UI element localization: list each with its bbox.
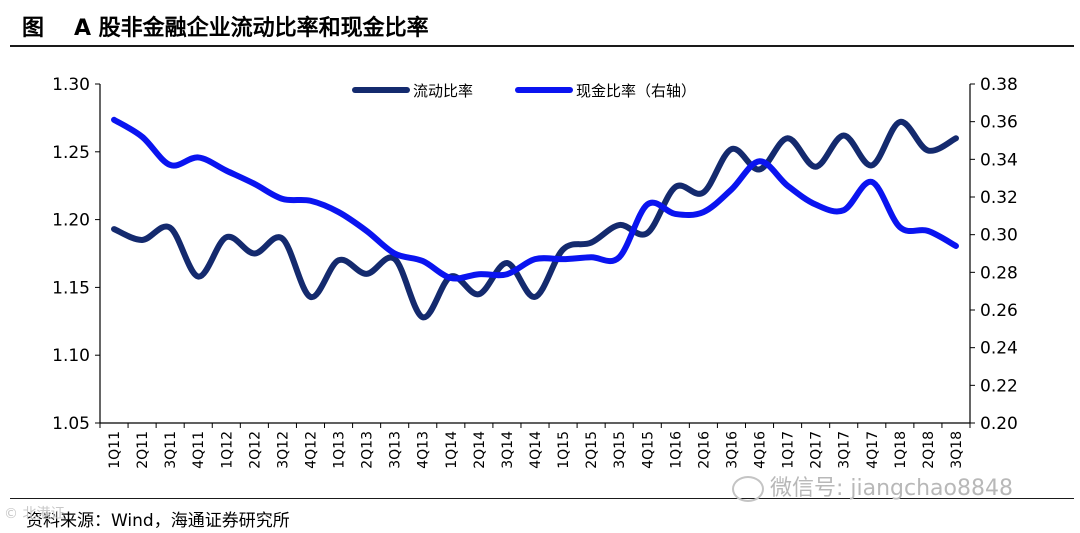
x-tick-label: 3Q15 [612,431,628,469]
x-tick-label: 2Q14 [472,431,488,469]
y-right-tick-label: 0.34 [980,150,1018,170]
x-tick-label: 3Q11 [163,431,179,469]
y-right-tick-label: 0.20 [980,414,1018,434]
y-left-tick-label: 1.10 [52,346,90,366]
y-left-tick-label: 1.25 [52,143,90,163]
y-right-tick-label: 0.28 [980,263,1018,283]
x-tick-label: 3Q14 [500,431,516,469]
chart: 1.05 1.10 1.15 1.20 1.25 1.30 0.20 0.22 0.24 0.26… [52,75,1018,469]
y-right-tick-label: 0.32 [980,188,1018,208]
y-right-tick-label: 0.36 [980,113,1018,133]
y-right-tick-label: 0.38 [980,75,1018,95]
x-tick-label: 4Q12 [303,431,319,469]
legend-cash-ratio-label: 现金比率（右轴） [576,82,696,100]
x-tick-label: 4Q11 [191,431,207,469]
x-tick-label: 2Q18 [921,431,937,469]
watermark-left: © 北港证 [4,506,65,522]
y-left-tick-label: 1.15 [52,278,90,298]
y-left-tick-label: 1.20 [52,211,90,231]
title-bar: 图 A 股非金融企业流动比率和现金比率 [0,0,1080,46]
series-line-cash-ratio [111,116,959,282]
y-left-tick-label: 1.05 [52,414,90,434]
legend-current-ratio-label: 流动比率 [413,82,473,100]
source-note: 资料来源：Wind，海通证券研究所 [26,511,290,531]
x-tick-label: 3Q13 [388,431,404,469]
x-tick-label: 2Q15 [584,431,600,469]
chart-title: A 股非金融企业流动比率和现金比率 [74,16,429,41]
x-tick-label: 2Q16 [696,431,712,469]
x-tick-label: 1Q15 [556,431,572,469]
y-right-tick-label: 0.26 [980,301,1018,321]
x-tick-label: 3Q16 [724,431,740,469]
x-tick-label: 1Q13 [332,431,348,469]
x-tick-label: 3Q12 [275,431,291,469]
x-tick-label: 1Q17 [781,431,797,469]
x-tick-label: 1Q16 [668,431,684,469]
x-tick-label: 1Q18 [893,431,909,469]
x-tick-label: 1Q12 [219,431,235,469]
figure-label: 图 [22,16,45,41]
x-tick-label: 3Q17 [837,431,853,469]
x-tick-label: 2Q11 [135,431,151,469]
top-rule [10,45,1074,47]
x-tick-label: 4Q16 [753,431,769,469]
wechat-icon [732,476,764,502]
series-line-current-ratio [111,118,959,321]
y-left-tick-label: 1.30 [52,75,90,95]
x-tick-label: 2Q13 [360,431,376,469]
x-tick-label: 1Q14 [444,431,460,469]
x-tick-label: 4Q14 [528,431,544,469]
watermark: 微信号: jiangchao8848 [732,470,1013,502]
x-tick-label: 4Q13 [416,431,432,469]
x-tick-label: 2Q12 [247,431,263,469]
x-tick-label: 2Q17 [809,431,825,469]
x-tick-label: 4Q17 [865,431,881,469]
x-tick-label: 3Q18 [949,431,965,469]
y-right-tick-label: 0.24 [980,339,1018,359]
x-tick-label: 1Q11 [107,431,123,469]
watermark-text: 微信号: jiangchao8848 [770,476,1013,501]
bottom-rule [10,498,1074,499]
y-right-tick-label: 0.22 [980,376,1018,396]
x-tick-label: 4Q15 [640,431,656,469]
y-right-tick-label: 0.30 [980,226,1018,246]
